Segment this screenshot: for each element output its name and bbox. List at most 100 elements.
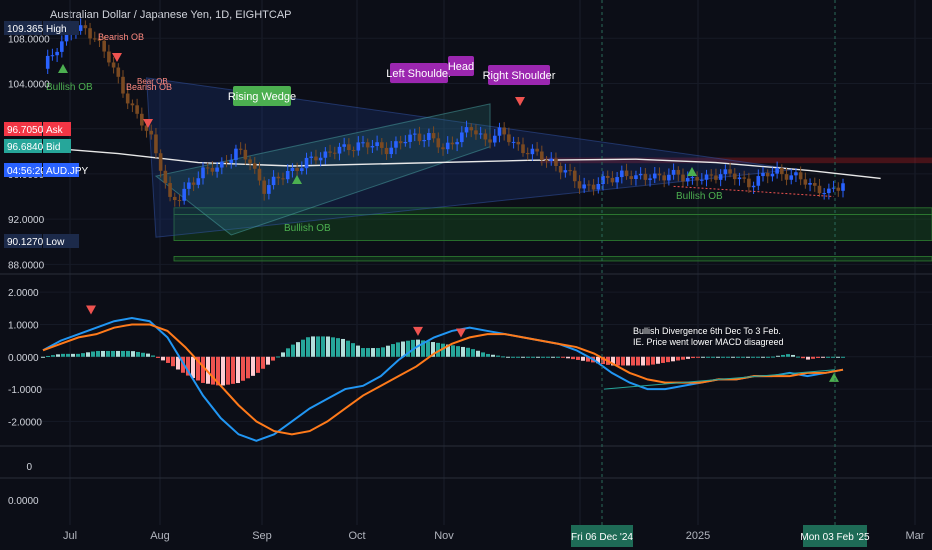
candle-body	[436, 138, 441, 148]
candle	[516, 136, 521, 151]
histogram-bar	[601, 356, 605, 365]
candle-body	[332, 152, 337, 154]
histogram-bar	[266, 356, 270, 365]
candle-body	[417, 133, 422, 142]
histogram-bar	[691, 356, 695, 359]
bid-badge-label-box	[43, 139, 71, 153]
supply-zone	[540, 157, 932, 164]
histogram-bar	[506, 356, 510, 358]
histogram-bar	[136, 351, 140, 357]
histogram-bar	[131, 351, 135, 357]
candle	[412, 128, 417, 142]
divergence-line	[603, 369, 836, 390]
candle	[158, 149, 163, 178]
candle	[441, 143, 445, 156]
candle	[511, 136, 516, 149]
histogram-bar	[56, 354, 60, 357]
candle	[624, 163, 629, 180]
histogram-bar	[496, 355, 500, 357]
histogram-bar	[311, 336, 315, 357]
candle	[831, 180, 836, 193]
candle-body	[205, 167, 210, 169]
histogram-bar	[406, 340, 410, 357]
candle-body	[163, 170, 168, 184]
candle-body	[587, 184, 591, 186]
histogram-bar	[831, 356, 835, 358]
candle	[638, 167, 643, 180]
histogram-bar	[516, 356, 520, 358]
candle	[620, 165, 624, 184]
candle-body	[267, 185, 271, 194]
candle	[841, 178, 845, 198]
price-tick-label: 88.0000	[8, 260, 45, 271]
histogram-bar	[501, 356, 505, 358]
histogram-bar	[696, 356, 700, 358]
histogram-bar	[826, 356, 830, 358]
candle	[220, 157, 224, 175]
candle	[685, 171, 690, 186]
candle-body	[558, 165, 563, 173]
low-badge-label: Low	[46, 237, 65, 248]
histogram-bar	[681, 356, 685, 360]
candle-body	[318, 157, 323, 161]
histogram-bar	[166, 356, 170, 363]
histogram-bar	[616, 356, 620, 366]
histogram-bar	[456, 346, 460, 357]
histogram-bar	[546, 356, 550, 358]
x-tick-label: Sep	[252, 530, 272, 542]
histogram-bar	[211, 356, 215, 385]
histogram-bar	[156, 356, 160, 358]
candle-body	[544, 159, 549, 162]
candle-body	[836, 187, 841, 191]
histogram-bar	[126, 350, 130, 357]
candle-body	[370, 146, 375, 148]
candle-body	[535, 148, 539, 152]
histogram-bar	[756, 356, 760, 358]
candle	[422, 134, 426, 148]
candle	[591, 178, 596, 196]
candle	[737, 172, 742, 186]
histogram-bar	[381, 347, 385, 357]
candle	[798, 166, 803, 186]
histogram-bar	[776, 355, 780, 357]
histogram-bar	[121, 350, 125, 357]
histogram-bar	[271, 356, 275, 361]
countdown-badge-label-box	[43, 163, 79, 177]
candle-body	[671, 169, 676, 175]
candle	[309, 151, 314, 165]
histogram-bar	[586, 356, 590, 362]
histogram-bar	[151, 355, 155, 357]
candle	[507, 127, 511, 146]
candle-body	[540, 151, 544, 160]
histogram-bar	[436, 342, 440, 357]
candle-body	[398, 141, 403, 144]
candle-body	[784, 174, 789, 180]
candle	[568, 163, 572, 176]
candle	[347, 138, 351, 156]
histogram-bar	[416, 339, 420, 357]
candle-body	[412, 133, 417, 135]
candle	[78, 18, 83, 35]
candle-body	[831, 187, 836, 189]
candle-body	[492, 135, 497, 143]
ask-badge-label-box	[43, 122, 71, 136]
candle-body	[45, 55, 50, 69]
histogram-bar	[206, 356, 210, 384]
histogram-bar	[551, 356, 555, 358]
candle-body	[812, 183, 817, 186]
candle	[163, 164, 168, 189]
candle	[714, 168, 718, 184]
candles	[45, 18, 845, 207]
candle-body	[384, 147, 389, 155]
buy-marker	[687, 167, 697, 176]
candle	[596, 177, 601, 194]
candle	[182, 182, 186, 205]
candle	[718, 169, 723, 187]
macd-tick-label: 1.0000	[8, 320, 39, 331]
candle-body	[375, 142, 379, 147]
candle-body	[817, 185, 822, 194]
candle-body	[285, 170, 290, 180]
candle-body	[210, 167, 215, 172]
histogram-bar	[656, 356, 660, 364]
